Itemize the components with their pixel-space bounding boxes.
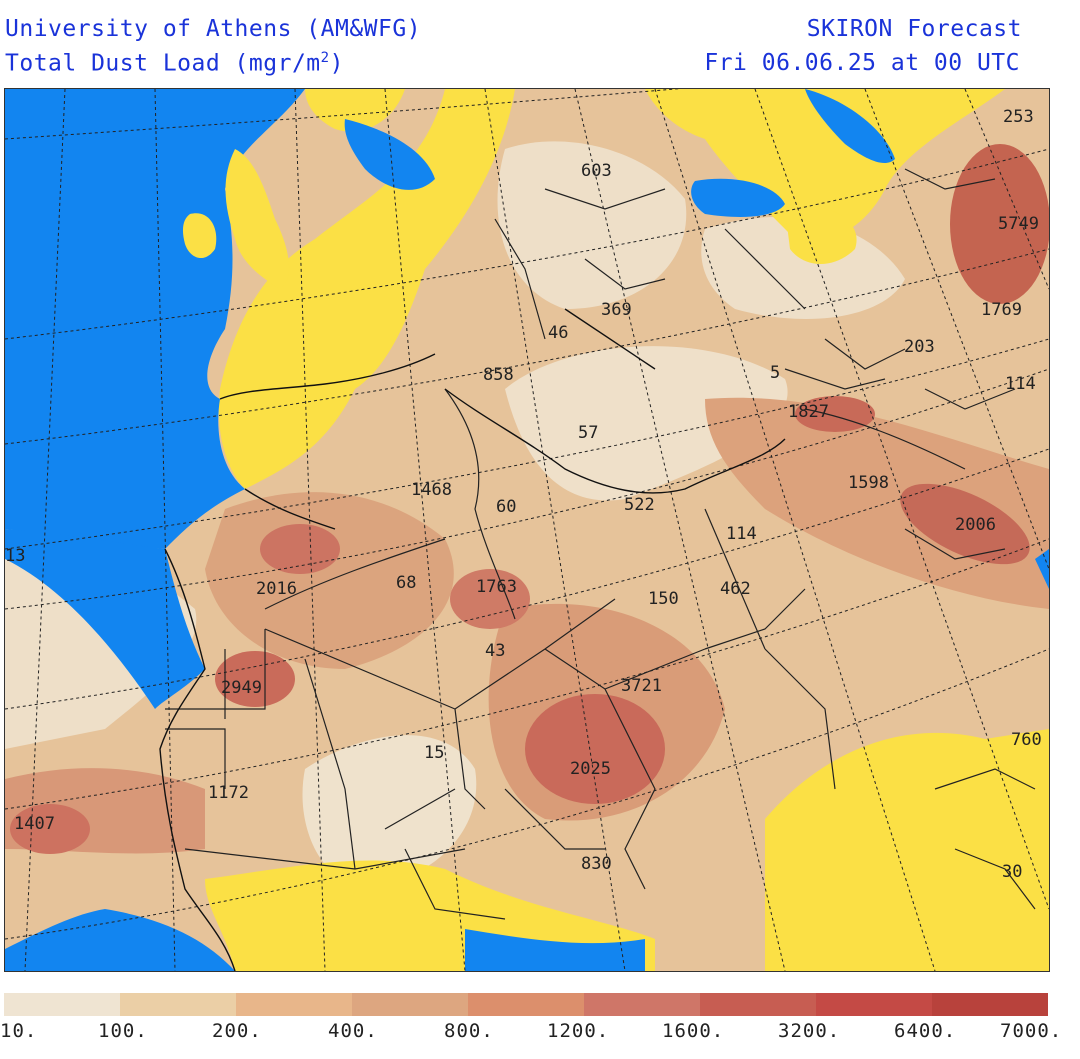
dust-hotspot-chad (525, 694, 665, 804)
val-43: 43 (485, 641, 505, 661)
legend-swatch (236, 993, 352, 1016)
legend-tick: 200. (212, 1020, 262, 1042)
product-source-title: University of Athens (AM&WFG) (5, 16, 422, 42)
val-2025: 2025 (570, 759, 611, 779)
legend-tick: 100. (98, 1020, 148, 1042)
val-3721: 3721 (621, 676, 662, 696)
legend-tick: 400. (328, 1020, 378, 1042)
sea-black-sea (691, 178, 785, 217)
val-13: 13 (5, 546, 25, 566)
val-1769: 1769 (981, 300, 1022, 320)
dust-value-labels: 603 253 5749 1769 203 114 369 46 858 5 1… (5, 107, 1042, 882)
sea-atlantic-north (5, 89, 305, 549)
variable-title: Total Dust Load (mgr/m2) (5, 50, 344, 77)
val-858: 858 (483, 365, 514, 385)
low-dust-area-scandinavia (305, 89, 405, 132)
dust-zone-mid-east (705, 397, 1049, 609)
land-great-britain (225, 149, 290, 289)
sea-persian-gulf (1035, 549, 1049, 589)
dust-hotspot-mesopotamia (900, 483, 1030, 565)
forecast-name: SKIRON Forecast (806, 16, 1022, 42)
sea-guinea-south (465, 929, 645, 971)
val-1598: 1598 (848, 473, 889, 493)
val-114-east: 114 (1005, 374, 1036, 394)
legend-tick: 3200. (778, 1020, 841, 1042)
legend-swatch (584, 993, 700, 1016)
val-5: 5 (770, 363, 780, 383)
dust-hotspot-arabia-north (950, 144, 1049, 304)
legend-swatch (120, 993, 236, 1016)
legend-tick: 6400. (894, 1020, 957, 1042)
country-borders (165, 168, 1036, 920)
val-2016: 2016 (256, 579, 297, 599)
legend-swatch (468, 993, 584, 1016)
dust-zone-low-east-med (505, 346, 788, 501)
val-2006: 2006 (955, 515, 996, 535)
legend-tick: 1200. (547, 1020, 610, 1042)
val-114: 114 (726, 524, 757, 544)
val-1172: 1172 (208, 783, 249, 803)
val-2949: 2949 (221, 678, 262, 698)
val-15: 15 (424, 743, 444, 763)
legend-tick: 1600. (662, 1020, 725, 1042)
val-150: 150 (648, 589, 679, 609)
legend-tick: 800. (444, 1020, 494, 1042)
legend-swatch (700, 993, 816, 1016)
sea-baltic (344, 119, 435, 190)
legend-swatch (4, 993, 120, 1016)
sea-gulf-of-guinea (5, 909, 235, 971)
val-68: 68 (396, 573, 416, 593)
val-253: 253 (1003, 107, 1034, 127)
val-203: 203 (904, 337, 935, 357)
val-603: 603 (581, 161, 612, 181)
low-dust-area-caucasus (785, 206, 857, 264)
val-5749: 5749 (998, 214, 1039, 234)
dust-hotspot-atlantic (10, 804, 90, 854)
val-522: 522 (624, 495, 655, 515)
dust-hotspot-iraq (795, 396, 875, 432)
legend-swatch (816, 993, 932, 1016)
val-369: 369 (601, 300, 632, 320)
dust-zone-low-central-europe (497, 141, 687, 309)
val-57: 57 (578, 423, 598, 443)
val-830: 830 (581, 854, 612, 874)
low-dust-area-east-africa (765, 729, 1049, 971)
low-dust-area-western-europe (218, 89, 515, 489)
val-1468: 1468 (411, 480, 452, 500)
val-60: 60 (496, 497, 516, 517)
graticule (5, 89, 1049, 971)
legend-swatch (932, 993, 1048, 1016)
val-1407: 1407 (14, 814, 55, 834)
legend-swatch (352, 993, 468, 1016)
low-dust-area-russia (645, 89, 1005, 242)
land-ireland (182, 213, 217, 259)
color-scale-ticks: 10. 100. 200. 400. 800. 1200. 1600. 3200… (0, 1020, 1080, 1050)
legend-tick: 10. (0, 1020, 38, 1042)
val-760: 760 (1011, 730, 1042, 750)
val-1827: 1827 (788, 402, 829, 422)
dust-hotspot-libya (450, 569, 530, 629)
dust-hotspot-mauritania (215, 651, 295, 707)
dust-zone-low-sahel (302, 735, 477, 889)
val-1763: 1763 (476, 577, 517, 597)
val-30: 30 (1002, 862, 1022, 882)
dust-load-map: 603 253 5749 1769 203 114 369 46 858 5 1… (4, 88, 1050, 972)
sea-atlantic-central (5, 529, 205, 709)
coastlines (159, 308, 786, 971)
dust-hotspot-algeria (260, 524, 340, 574)
forecast-time: Fri 06.06.25 at 00 UTC (704, 50, 1020, 76)
legend-tick: 7000. (1000, 1020, 1063, 1042)
val-462: 462 (720, 579, 751, 599)
val-46: 46 (548, 323, 568, 343)
color-scale-bar (4, 993, 1048, 1016)
sea-caspian (805, 89, 895, 164)
